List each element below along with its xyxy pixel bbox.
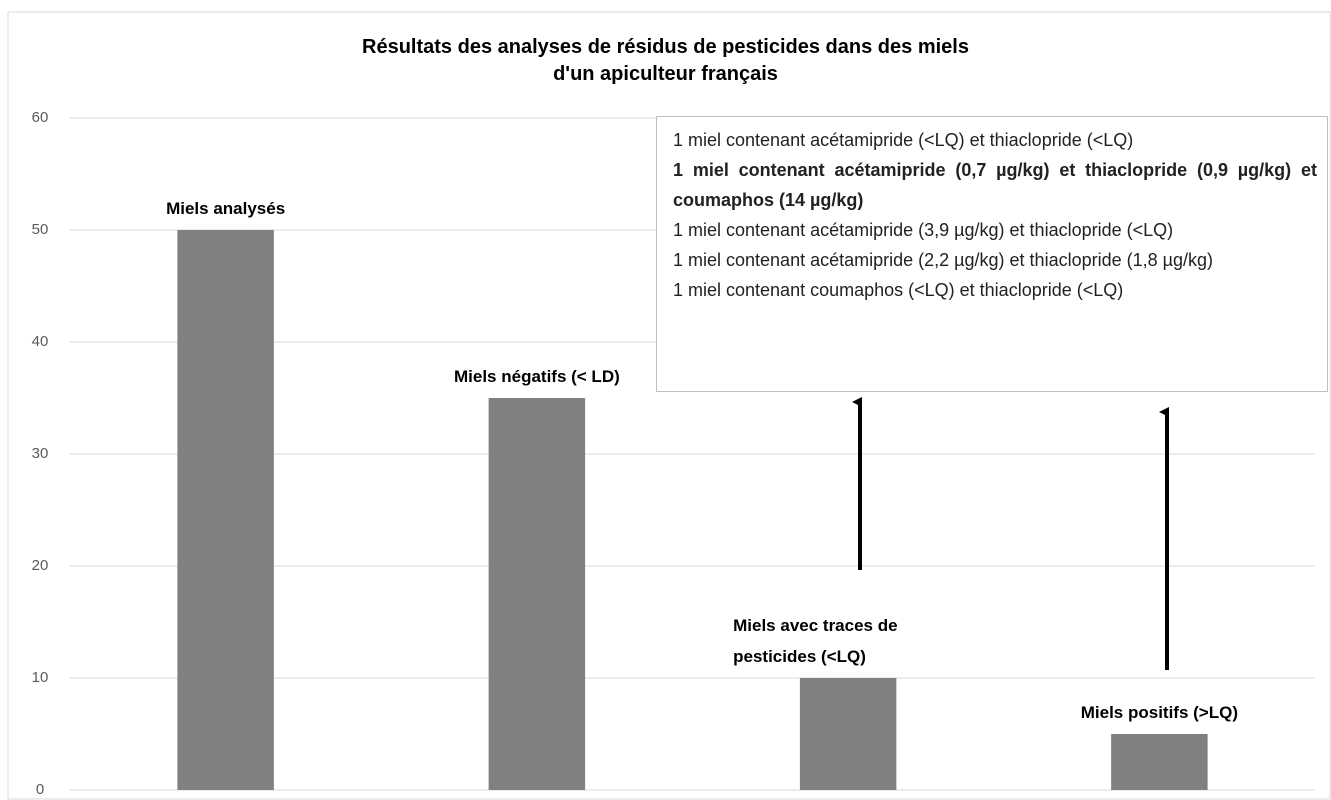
bar-label: Miels négatifs (< LD) <box>453 367 620 386</box>
y-tick-label: 30 <box>32 445 49 462</box>
annotation-line: 1 miel contenant coumaphos (<LQ) et thia… <box>673 280 1124 300</box>
annotation-line: 1 miel contenant acétamipride (0,7 µg/kg… <box>673 160 1317 210</box>
y-tick-label: 60 <box>32 109 49 126</box>
chart-title: Résultats des analyses de résidus de pes… <box>362 36 969 58</box>
bar <box>177 230 274 790</box>
chart-title: d'un apiculteur français <box>553 63 778 85</box>
annotation-line: 1 miel contenant acétamipride (<LQ) et t… <box>673 130 1134 150</box>
bar-label: Miels positifs (>LQ) <box>1080 703 1239 722</box>
annotation-line: 1 miel contenant acétamipride (3,9 µg/kg… <box>673 220 1174 240</box>
annotation-box: 1 miel contenant acétamipride (<LQ) et t… <box>656 116 1328 392</box>
y-tick-label: 40 <box>32 333 49 350</box>
y-tick-label: 50 <box>32 221 49 238</box>
bar <box>488 398 586 790</box>
bar-label: Miels analysés <box>166 199 286 218</box>
bar-label: Miels avec traces de pesticides (<LQ) <box>733 616 898 666</box>
y-tick-label: 20 <box>32 557 49 574</box>
annotation-line: 1 miel contenant acétamipride (2,2 µg/kg… <box>673 250 1214 270</box>
y-tick-label: 0 <box>36 781 44 798</box>
y-tick-label: 10 <box>32 669 49 686</box>
bar <box>799 678 897 790</box>
bar <box>1111 734 1208 790</box>
